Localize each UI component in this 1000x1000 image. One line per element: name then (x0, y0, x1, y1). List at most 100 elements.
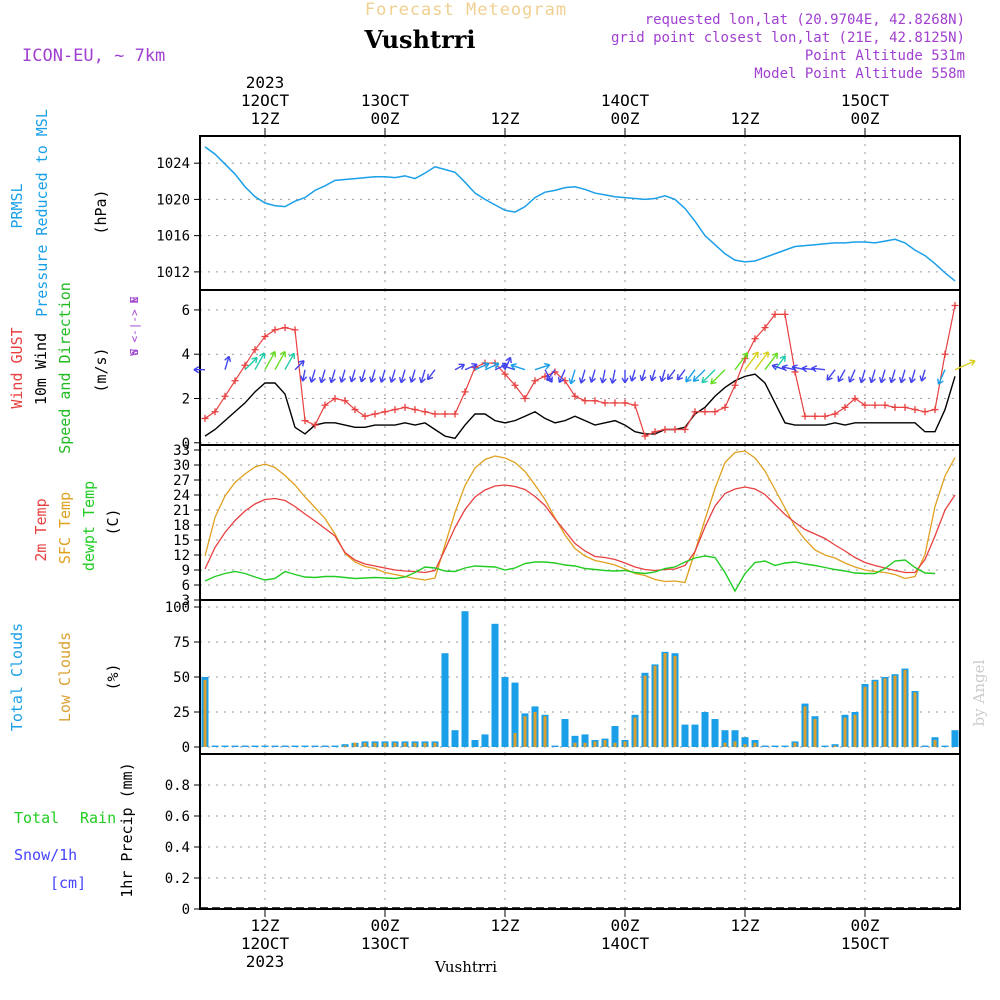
total-cloud-bar (681, 724, 689, 747)
low-cloud-bar (933, 740, 937, 747)
wind-direction-arrow (888, 369, 896, 384)
low-cloud-bar (893, 675, 897, 747)
wind-direction-arrow (264, 350, 276, 371)
compass-south: S (128, 349, 141, 356)
total-cloud-bar (501, 677, 509, 747)
wind-direction-arrow (898, 369, 906, 384)
low-cloud-bar (383, 742, 387, 747)
total-cloud-bar (301, 745, 309, 747)
precip-total-label: Total (14, 809, 59, 827)
total-cloud-bar (291, 745, 299, 747)
temperature-ytick-label: 30 (173, 458, 190, 474)
low-cloud-bar (843, 717, 847, 747)
gust-marker (461, 388, 469, 396)
total-cloud-bar (311, 745, 319, 747)
temperature-ytick-label: 15 (173, 533, 190, 549)
gust-marker (901, 403, 909, 411)
low-cloud-bar (353, 742, 357, 747)
gust-marker (661, 426, 669, 433)
gust-marker (951, 302, 959, 309)
wind-speed-label: 10m Wind (32, 333, 50, 405)
wind-direction-arrow (937, 369, 946, 385)
total-cloud-bar (771, 745, 779, 747)
low-cloud-bar (423, 742, 427, 747)
wind-direction-arrow (811, 365, 826, 373)
total-cloud-bar (231, 745, 239, 747)
gust-marker (241, 361, 249, 369)
pressure-label-2: Pressure Reduced to MSL (33, 109, 51, 317)
gust-marker (651, 428, 659, 436)
bottom-time-label: 15OCT (841, 934, 890, 953)
grid-point-coords: grid point closest lon,lat (21E, 42.8125… (611, 30, 965, 46)
wind-direction-arrow (666, 369, 676, 381)
gust-marker (811, 412, 819, 420)
gust-marker (311, 421, 319, 429)
credit-watermark: by Angel (970, 659, 988, 726)
gust-marker (691, 408, 699, 416)
gust-marker (421, 408, 429, 416)
total-cloud-bar (941, 745, 949, 747)
total-cloud-bar (471, 740, 479, 747)
total-cloud-bar (321, 745, 329, 747)
low-cloud-bar (633, 717, 637, 747)
low-cloud-bar (523, 716, 527, 747)
gust-marker (371, 410, 379, 418)
compass-north: N (128, 297, 141, 304)
precipitation-panel: 0 0.2 0.4 0.6 0.8 (165, 753, 961, 918)
total-cloud-bar (701, 712, 709, 747)
gust-marker (221, 392, 229, 400)
gust-marker (321, 401, 329, 409)
wind-gust-label: Wind GUST (8, 327, 26, 408)
wind-direction-arrow (339, 369, 346, 383)
wind-direction-arrow (908, 369, 916, 384)
precipitation-ytick-label: 0.4 (165, 840, 190, 856)
total-cloud-bar (731, 730, 739, 747)
top-time-label: 12OCT (241, 91, 290, 110)
low-cloud-bar (663, 653, 667, 747)
total-cloud-bar (211, 745, 219, 747)
gust-marker (931, 406, 939, 414)
total-cloud-bar (251, 745, 259, 747)
temp-dew-label: dewpt Temp (80, 481, 98, 571)
wind-gust-line (204, 305, 956, 437)
gust-marker (291, 326, 299, 334)
pressure-frame (199, 135, 961, 291)
total-cloud-bar (951, 730, 959, 747)
gust-marker (381, 408, 389, 416)
bottom-time-label: 12OCT (241, 934, 290, 953)
gust-marker (351, 406, 359, 414)
total-cloud-bar (241, 745, 249, 747)
gust-marker (911, 406, 919, 414)
bottom-time-label: 12Z (731, 916, 760, 935)
low-clouds-label: Low Clouds (56, 632, 74, 722)
gust-marker (531, 377, 539, 385)
low-cloud-bar (793, 742, 797, 747)
wind-direction-arrow (409, 369, 416, 383)
pressure-ytick-label: 1024 (156, 156, 190, 172)
total-cloud-bar (721, 730, 729, 747)
low-cloud-bar (613, 742, 617, 747)
wind-direction-arrow (418, 369, 426, 384)
low-cloud-bar (583, 742, 587, 747)
temperature-labels: 2m Temp SFC Temp dewpt Temp (C) (32, 481, 122, 571)
total-cloud-bar (821, 745, 829, 747)
gust-marker (731, 381, 739, 389)
total-cloud-bar (331, 745, 339, 747)
wind-direction-arrow (426, 369, 436, 381)
bottom-time-label: 13OCT (361, 934, 410, 953)
gust-marker (611, 399, 619, 407)
wind-direction-arrow (837, 369, 846, 383)
wind-ytick-label: 6 (182, 303, 190, 319)
model-altitude: Model Point Altitude 558m (754, 66, 965, 82)
gust-marker (631, 401, 639, 409)
low-cloud-bar (873, 681, 877, 747)
total-cloud-bar (711, 719, 719, 747)
gust-marker (771, 310, 779, 318)
low-cloud-bar (413, 742, 417, 747)
wind-direction-arrow (764, 352, 779, 371)
gust-marker (701, 408, 709, 416)
total-cloud-bar (511, 682, 519, 747)
low-cloud-bar (363, 742, 367, 747)
precip-rain-label: Rain (80, 809, 116, 827)
